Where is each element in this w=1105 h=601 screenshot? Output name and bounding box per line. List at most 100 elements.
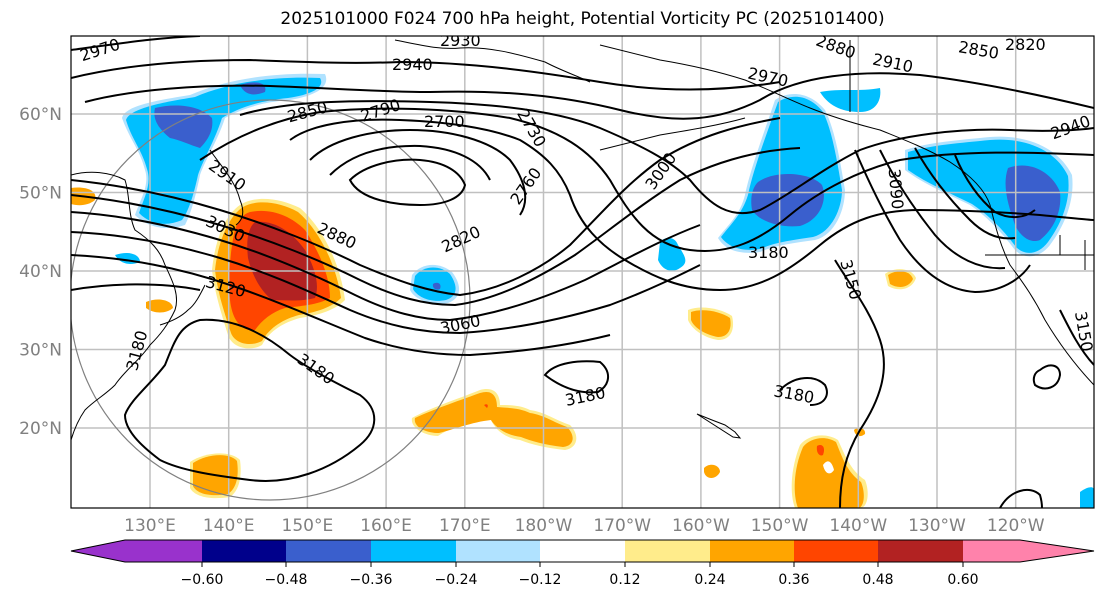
colorbar-tick-label: −0.36 <box>350 572 393 588</box>
contour-line <box>329 144 491 181</box>
lon-label: 140°W <box>829 516 887 536</box>
contour-label: 2820 <box>1005 35 1046 54</box>
contour-line <box>999 488 1043 508</box>
lat-label: 50°N <box>19 184 62 204</box>
pv-positive-region <box>146 299 173 313</box>
pv-negative-region <box>1080 487 1094 508</box>
colorbar-segment <box>540 540 625 562</box>
contour-line <box>199 107 1094 252</box>
colorbar-tick-label: −0.60 <box>181 572 224 588</box>
colorbar-segment <box>963 540 1094 562</box>
pv-positive-region <box>704 464 720 478</box>
us-border <box>985 235 1094 270</box>
coastline-hawaii <box>696 413 742 439</box>
contour-line <box>879 149 1006 270</box>
colorbar-segment <box>286 540 371 562</box>
height-contours <box>71 36 1094 508</box>
contour-line <box>71 117 781 297</box>
pv-negative-region <box>432 282 441 290</box>
contour-label: 3090 <box>885 168 907 210</box>
lat-label: 40°N <box>19 262 62 282</box>
contour-line <box>1032 364 1062 390</box>
colorbar-tick-label: 0.60 <box>947 572 978 588</box>
colorbar-segment <box>878 540 963 562</box>
lon-label: 120°W <box>987 516 1045 536</box>
colorbar-tick-label: −0.12 <box>519 572 562 588</box>
contour-line <box>1059 309 1094 366</box>
coastline-aleutians <box>599 117 746 151</box>
contour-line <box>309 128 527 216</box>
colorbar-tick-label: −0.24 <box>435 572 478 588</box>
contour-line <box>289 118 1094 292</box>
colorbar-segment <box>710 540 794 562</box>
coastlines <box>71 39 1094 441</box>
pv-positive-region <box>888 271 913 287</box>
colorbar-segment <box>625 540 710 562</box>
lon-label: 150°W <box>751 516 809 536</box>
colorbar: −0.60 −0.48 −0.36 −0.24 −0.12 0.12 0.24 0.36 0.4… <box>70 539 1095 588</box>
map-title: 2025101000 F024 700 hPa height, Potentia… <box>280 9 885 29</box>
colorbar-tick-label: 0.36 <box>778 572 809 588</box>
contour-line <box>123 318 376 482</box>
pv-negative-region <box>1005 165 1061 242</box>
contour-label: 2700 <box>424 112 465 131</box>
lon-label: 150°E <box>282 516 334 536</box>
pv-negative-region <box>751 174 824 227</box>
colorbar-segment <box>794 540 878 562</box>
pv-positive-region <box>816 445 825 456</box>
contour-label: 3150 <box>1071 310 1097 353</box>
contour-line <box>543 360 609 394</box>
lon-label: 180°W <box>515 516 573 536</box>
colorbar-segment <box>71 540 202 562</box>
coastline-alaska <box>599 44 1094 386</box>
contour-line <box>71 254 611 357</box>
coastline-asia <box>71 171 178 441</box>
coastline-kamchatka <box>209 149 244 226</box>
lon-label: 140°E <box>203 516 255 536</box>
coastline-siberia <box>394 39 591 83</box>
pv-negative-region <box>658 237 686 271</box>
contour-line <box>71 58 781 91</box>
contour-line <box>239 100 1094 215</box>
lat-label: 30°N <box>19 341 62 361</box>
coastline-japan <box>159 284 206 326</box>
lon-label: 130°E <box>124 516 176 536</box>
colorbar-tick-label: 0.12 <box>609 572 640 588</box>
contour-line <box>954 154 1036 218</box>
colorbar-tick-label: 0.24 <box>694 572 725 588</box>
contour-line <box>71 36 201 51</box>
contour-line <box>914 147 1016 240</box>
longitude-labels: 130°E 140°E 150°E 160°E 170°E 180°W 170°W 160°W… <box>124 516 1045 536</box>
plot-area: 2970 2930 2940 2850 2790 2700 2730 2910 … <box>71 35 1097 508</box>
contour-line <box>71 231 701 335</box>
colorbar-tick-label: 0.48 <box>862 572 893 588</box>
lon-label: 170°W <box>593 516 651 536</box>
lon-label: 130°W <box>908 516 966 536</box>
contour-line <box>348 158 467 207</box>
contour-label: 3180 <box>748 243 789 262</box>
latitude-labels: 60°N 50°N 40°N 30°N 20°N <box>19 105 62 439</box>
contour-line <box>779 377 828 406</box>
lat-label: 60°N <box>19 105 62 125</box>
contour-line <box>84 72 1094 120</box>
contour-line <box>834 259 885 508</box>
colorbar-segment <box>371 540 456 562</box>
lat-label: 20°N <box>19 419 62 439</box>
colorbar-outline <box>70 539 1095 563</box>
colorbar-segment <box>456 540 540 562</box>
pv-positive-region <box>823 461 834 474</box>
contour-line <box>854 149 1031 294</box>
contour-line <box>71 283 201 291</box>
lon-label: 170°E <box>439 516 491 536</box>
plot-frame <box>70 35 1095 509</box>
pv-negative-region <box>154 105 213 148</box>
pv-positive-region <box>484 404 488 408</box>
colorbar-segment <box>202 540 286 562</box>
contour-line <box>71 211 701 322</box>
contour-label: 2940 <box>392 55 433 74</box>
range-ring <box>71 99 471 501</box>
lon-label: 160°E <box>360 516 412 536</box>
pv-positive-region <box>414 391 573 447</box>
lon-label: 160°W <box>672 516 730 536</box>
